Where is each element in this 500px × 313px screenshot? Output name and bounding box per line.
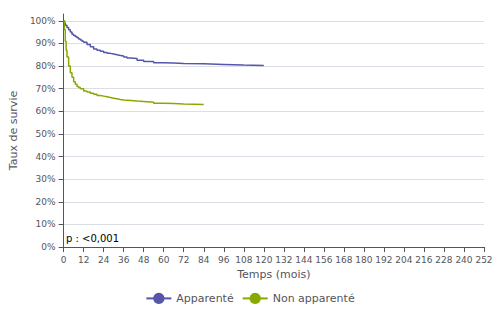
svg-text:180: 180 — [355, 255, 372, 265]
svg-text:228: 228 — [435, 255, 452, 265]
svg-text:36: 36 — [118, 255, 130, 265]
svg-text:60%: 60% — [36, 106, 56, 116]
svg-text:120: 120 — [255, 255, 272, 265]
svg-text:192: 192 — [375, 255, 392, 265]
svg-text:252: 252 — [475, 255, 492, 265]
svg-text:50%: 50% — [36, 129, 56, 139]
svg-text:240: 240 — [455, 255, 472, 265]
svg-text:108: 108 — [235, 255, 252, 265]
svg-text:24: 24 — [98, 255, 110, 265]
svg-text:96: 96 — [218, 255, 230, 265]
svg-text:Apparenté: Apparenté — [176, 292, 234, 305]
svg-text:20%: 20% — [36, 197, 56, 207]
svg-text:30%: 30% — [36, 174, 56, 184]
svg-text:10%: 10% — [36, 219, 56, 229]
svg-text:Temps (mois): Temps (mois) — [236, 268, 310, 281]
svg-text:156: 156 — [315, 255, 332, 265]
svg-text:Taux de survie: Taux de survie — [7, 91, 20, 172]
svg-text:p : <0,001: p : <0,001 — [66, 233, 119, 244]
svg-text:90%: 90% — [36, 38, 56, 48]
svg-text:70%: 70% — [36, 84, 56, 94]
svg-text:132: 132 — [275, 255, 292, 265]
svg-text:40%: 40% — [36, 152, 56, 162]
svg-text:12: 12 — [78, 255, 89, 265]
svg-text:100%: 100% — [30, 16, 56, 26]
svg-text:0: 0 — [61, 255, 67, 265]
svg-text:216: 216 — [415, 255, 432, 265]
svg-text:84: 84 — [198, 255, 210, 265]
svg-text:48: 48 — [138, 255, 150, 265]
svg-text:80%: 80% — [36, 61, 56, 71]
svg-text:60: 60 — [158, 255, 170, 265]
svg-text:72: 72 — [178, 255, 189, 265]
svg-text:0%: 0% — [41, 242, 56, 252]
svg-text:168: 168 — [335, 255, 352, 265]
svg-text:144: 144 — [295, 255, 312, 265]
svg-text:204: 204 — [395, 255, 412, 265]
svg-text:Non apparenté: Non apparenté — [273, 292, 355, 305]
